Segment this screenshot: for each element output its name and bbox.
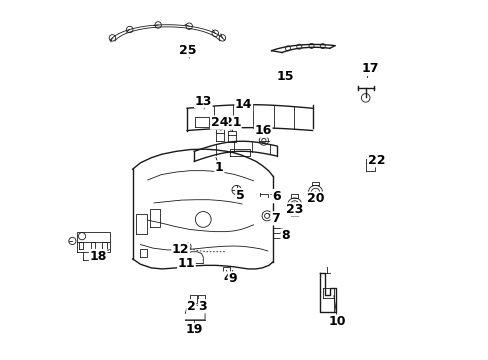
Text: 25: 25 [179,44,196,57]
Text: 21: 21 [223,116,241,129]
Text: 8: 8 [281,229,289,242]
Text: 4: 4 [223,272,231,285]
Text: 6: 6 [272,190,281,203]
Text: 9: 9 [228,272,237,285]
Text: 3: 3 [198,300,207,313]
Text: 22: 22 [367,154,385,167]
Text: 14: 14 [235,98,252,111]
Text: 10: 10 [328,315,346,328]
Text: 13: 13 [194,95,211,108]
Text: 20: 20 [306,192,324,205]
Text: 16: 16 [254,124,271,137]
Text: 18: 18 [89,249,107,262]
Text: 15: 15 [276,69,293,82]
Text: 5: 5 [235,189,244,202]
Text: 7: 7 [270,212,279,225]
Text: 11: 11 [177,257,195,270]
Text: 2: 2 [187,300,195,313]
Text: 19: 19 [185,323,203,336]
Text: 24: 24 [210,116,228,129]
Text: 23: 23 [285,203,303,216]
Text: 1: 1 [215,161,224,174]
Text: 17: 17 [361,62,378,75]
Text: 12: 12 [172,243,189,256]
